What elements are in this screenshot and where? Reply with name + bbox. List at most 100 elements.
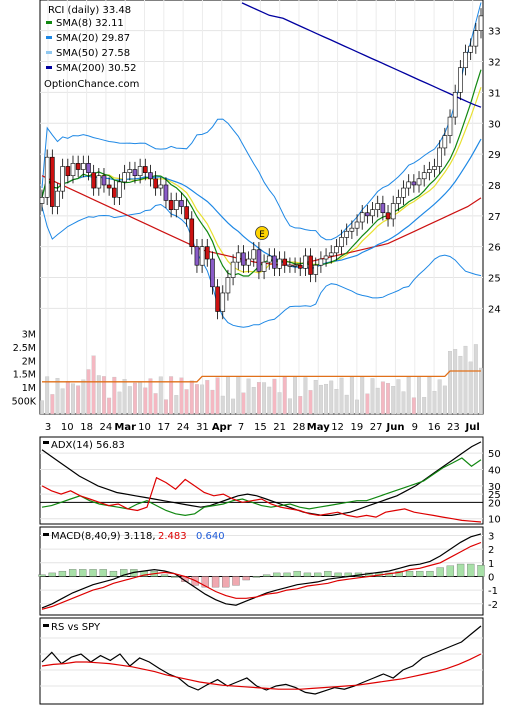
volume-bar: [40, 400, 44, 415]
adx-title-box: ADX(14) 56.83: [43, 440, 125, 451]
volume-bar: [329, 380, 334, 415]
candle-body: [96, 175, 102, 189]
volume-y-tick: 2.5M: [13, 343, 36, 354]
adx-y-tick: 50: [488, 449, 501, 460]
volume-y-tick: 2M: [22, 356, 36, 367]
candle-body: [251, 249, 257, 260]
volume-bar: [370, 378, 375, 415]
macd-histogram-bar: [446, 565, 455, 577]
earnings-marker: E: [255, 226, 269, 240]
x-tick-label: Jul: [465, 422, 480, 433]
macd-histogram-bar: [58, 570, 67, 577]
price-y-tick: 27: [488, 212, 501, 223]
candle-body: [292, 264, 298, 267]
legend-sma50: SMA(50) 27.58: [56, 48, 130, 59]
candle-body: [385, 212, 391, 220]
sma8-line: [41, 69, 482, 277]
volume-bar: [205, 380, 210, 415]
x-tick-label: 31: [196, 422, 209, 433]
macd-y-tick: 0: [488, 572, 494, 583]
volume-bar: [236, 376, 241, 415]
x-tick-label: 27: [370, 422, 383, 433]
volume-bar: [339, 377, 344, 415]
volume-bar: [277, 392, 282, 415]
candle-body: [122, 172, 127, 183]
macd-histogram-bar: [436, 567, 444, 577]
volume-y-tick: 3M: [22, 329, 36, 340]
volume-y-tick: 500K: [12, 397, 37, 408]
earnings-marker-label: E: [259, 230, 265, 240]
volume-bar: [127, 386, 132, 415]
price-y-tick: 24: [488, 304, 501, 315]
price-y-tick: 30: [488, 119, 501, 130]
candle-body: [328, 252, 334, 257]
watermark: OptionChance.com: [44, 79, 139, 90]
volume-bar: [360, 376, 365, 415]
volume-bar: [117, 391, 122, 415]
candle-body: [401, 187, 406, 198]
macd-histogram-bar: [477, 565, 485, 577]
x-tick-label: 17: [157, 422, 170, 433]
rs-swatch: [43, 624, 49, 627]
volume-bar: [365, 393, 370, 415]
candle-body: [313, 264, 319, 275]
volume-bar: [401, 391, 406, 415]
volume-average-line: [42, 370, 481, 383]
volume-bar: [143, 387, 148, 415]
sma-yellow-line: [41, 87, 482, 274]
rs-title-box: RS vs SPY: [43, 622, 101, 633]
legend-sma200: SMA(200) 30.52: [56, 63, 137, 74]
candle-body: [411, 181, 417, 186]
volume-bar: [479, 367, 483, 415]
candle-body: [452, 92, 458, 118]
volume-bar: [184, 389, 189, 415]
candle-body: [163, 184, 169, 201]
macd-histogram-bar: [334, 572, 342, 577]
x-tick-label: 10: [138, 422, 151, 433]
adx-y-tick: 25: [488, 490, 501, 501]
sma200-line: [241, 2, 482, 108]
candle-body: [303, 255, 308, 269]
volume-bar: [225, 376, 230, 415]
candle-body: [323, 255, 329, 260]
candle-body: [142, 166, 148, 173]
candle-body: [86, 163, 91, 173]
adx-y-tick: 10: [488, 515, 501, 526]
volume-bar: [96, 375, 101, 415]
volume-bar: [174, 395, 179, 415]
volume-bar: [298, 396, 303, 415]
macd-swatch: [43, 533, 49, 536]
macd-histogram-bar: [109, 570, 118, 577]
volume-bar: [76, 385, 81, 415]
candle-body: [261, 261, 267, 272]
volume-bar: [272, 378, 277, 415]
price-y-tick: 33: [488, 27, 501, 38]
volume-bar: [215, 377, 220, 415]
candle-body: [272, 255, 277, 269]
adx-panel-frame: [39, 436, 484, 525]
candle-body: [137, 166, 143, 177]
macd-y-tick: -2: [488, 600, 498, 611]
candle-body: [246, 258, 251, 266]
volume-bar: [148, 378, 153, 415]
macd-title-main: MACD(8,40,9) 3.118,: [51, 531, 156, 542]
volume-bar: [282, 376, 287, 415]
adx-title: ADX(14) 56.83: [51, 440, 125, 451]
macd-histogram-bar: [273, 572, 281, 577]
candle-body: [458, 67, 463, 93]
candle-body: [132, 169, 138, 177]
candle-body: [256, 249, 262, 272]
candle-body: [168, 200, 174, 210]
candle-body: [220, 292, 226, 312]
x-tick-label: 28: [293, 422, 306, 433]
volume-bar: [164, 399, 168, 415]
volume-bar: [324, 383, 329, 415]
candle-body: [158, 184, 164, 189]
macd-title-box: MACD(8,40,9) 3.118, 2.483 0.640: [43, 531, 225, 542]
candle-body: [230, 261, 236, 278]
candle-body: [179, 200, 184, 207]
candle-body: [204, 246, 210, 260]
volume-bar: [71, 383, 75, 415]
candle-body: [153, 178, 158, 189]
volume-bar: [241, 392, 246, 415]
